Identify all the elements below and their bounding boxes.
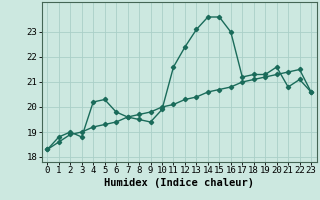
X-axis label: Humidex (Indice chaleur): Humidex (Indice chaleur) bbox=[104, 178, 254, 188]
